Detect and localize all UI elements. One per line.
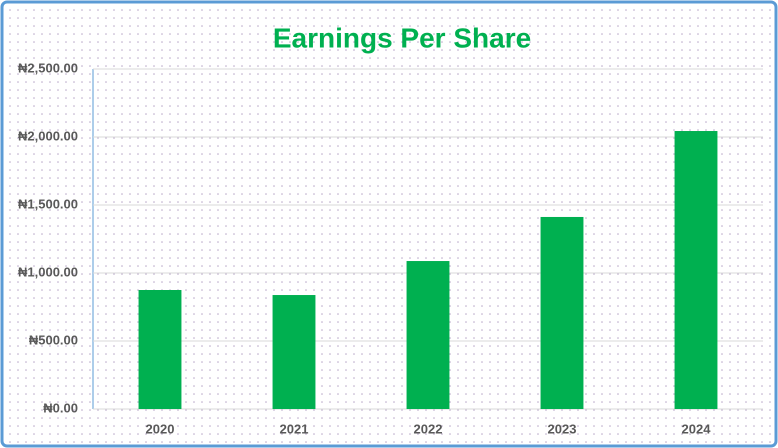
x-tick-label: 2021 xyxy=(280,421,309,436)
y-tick-label: ₦1,500.00 xyxy=(18,196,78,211)
y-tick-label: ₦1,000.00 xyxy=(18,264,78,279)
bar xyxy=(406,261,450,409)
y-tick-label: ₦500.00 xyxy=(29,332,78,347)
bar xyxy=(540,216,584,409)
bar xyxy=(272,295,316,409)
y-tick-label: ₦0.00 xyxy=(43,400,78,415)
bar xyxy=(674,131,718,410)
bar xyxy=(138,290,182,409)
x-tick-label: 2020 xyxy=(146,421,175,436)
y-tick-label: ₦2,000.00 xyxy=(18,128,78,143)
x-tick-label: 2023 xyxy=(548,421,577,436)
y-tick-label: ₦2,500.00 xyxy=(18,60,78,75)
x-tick-label: 2022 xyxy=(414,421,443,436)
x-tick-label: 2024 xyxy=(682,421,712,436)
chart-title: Earnings Per Share xyxy=(273,22,531,53)
background-pattern xyxy=(4,4,774,444)
